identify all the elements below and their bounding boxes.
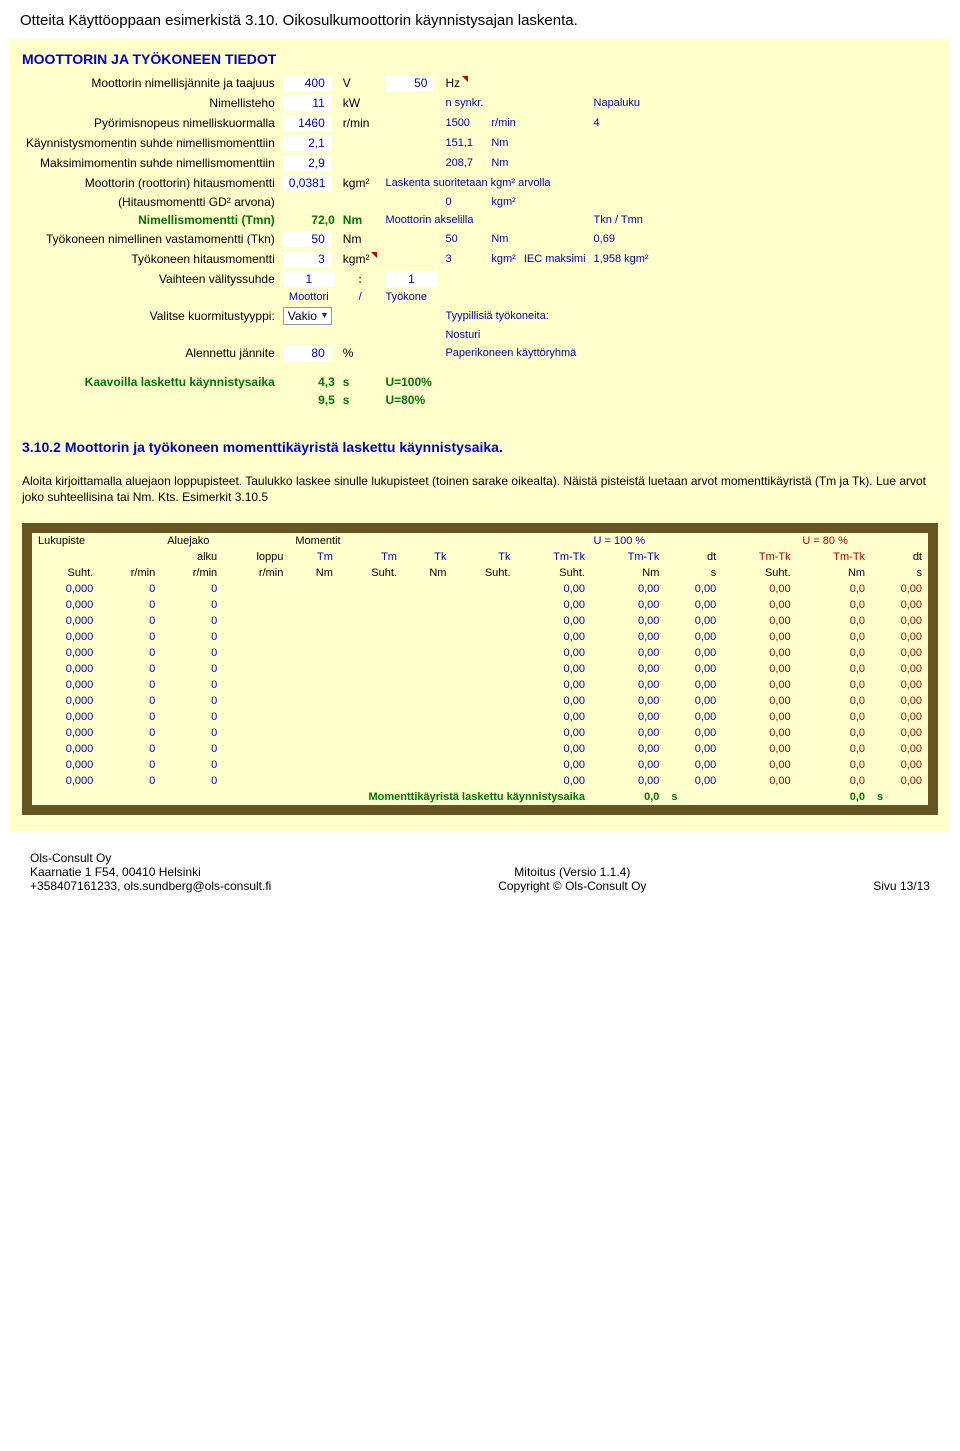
result-note: U=80% (381, 391, 487, 409)
unit: s (339, 373, 382, 391)
label: (Hitausmomentti GD² arvona) (22, 193, 279, 211)
unit: kgm² (487, 193, 519, 211)
label: Maksimimomentin suhde nimellismomenttiin (22, 153, 279, 173)
calc-value: 0 (441, 193, 487, 211)
calc-value: 4 (590, 113, 653, 133)
page-footer: Ols-Consult Oy Kaarnatie 1 F54, 00410 He… (0, 831, 960, 905)
calc-table-container: LukupisteAluejakoMomentitU = 100 %U = 80… (22, 523, 938, 815)
reduced-voltage: 80 (283, 345, 331, 361)
copyright: Copyright © Ols-Consult Oy (498, 879, 646, 893)
side-label: Napaluku (590, 93, 653, 113)
section1-title: MOOTTORIN JA TYÖKONEEN TIEDOT (22, 47, 938, 73)
label-calc: Nimellismomentti (Tmn) (22, 211, 279, 229)
unit: r/min (339, 113, 382, 133)
label: Työkoneen nimellinen vastamomentti (Tkn) (22, 229, 279, 249)
motor-data-block: MOOTTORIN JA TYÖKONEEN TIEDOT Moottorin … (10, 39, 950, 831)
side-label: n synkr. (441, 93, 487, 113)
unit: s (339, 391, 382, 409)
iec-value: 1,958 kgm² (590, 249, 653, 269)
note-marker (462, 76, 468, 82)
label: Valitse kuormitustyyppi: (22, 305, 279, 327)
calc-value: 1500 (441, 113, 487, 133)
note: Laskenta suoritetaan kgm² arvolla (381, 173, 652, 193)
unit: % (339, 343, 382, 363)
page-title: Otteita Käyttöoppaan esimerkistä 3.10. O… (0, 0, 960, 39)
footer-left: Ols-Consult Oy Kaarnatie 1 F54, 00410 He… (30, 851, 271, 893)
slash: / (339, 289, 382, 305)
unit: kW (339, 93, 382, 113)
axis-label: Työkone (381, 289, 441, 305)
company-address: Kaarnatie 1 F54, 00410 Helsinki (30, 865, 271, 879)
app-version: Mitoitus (Versio 1.1.4) (498, 865, 646, 879)
unit: Nm (487, 153, 519, 173)
result-label: Kaavoilla laskettu käynnistysaika (22, 373, 279, 391)
gear-ratio-1: 1 (283, 271, 335, 287)
power-value: 11 (283, 95, 331, 111)
footer-center: Mitoitus (Versio 1.1.4) Copyright © Ols-… (498, 851, 646, 893)
calc-value: 50 (441, 229, 487, 249)
note: Tyypillisiä työkoneita: (441, 305, 652, 327)
load-type-select[interactable]: Vakio (283, 307, 332, 325)
calc-value: 151,1 (441, 133, 487, 153)
unit: Nm (487, 133, 519, 153)
speed-value: 1460 (283, 115, 331, 131)
label: Käynnistysmomentin suhde nimellismomentt… (22, 133, 279, 153)
result-note: U=100% (381, 373, 487, 391)
calc-value: 208,7 (441, 153, 487, 173)
company-name: Ols-Consult Oy (30, 851, 271, 865)
unit: Nm (339, 229, 382, 249)
calc-table: LukupisteAluejakoMomentitU = 100 %U = 80… (32, 533, 928, 805)
ratio-value: 0,69 (590, 229, 653, 249)
note: Moottorin akselilla (381, 211, 519, 229)
freq-value: 50 (385, 75, 433, 91)
section2-title: 3.10.2 Moottorin ja työkoneen momenttikä… (22, 429, 938, 459)
note: Paperikoneen käyttöryhmä (441, 343, 652, 363)
voltage-value: 400 (283, 75, 331, 91)
note: IEC maksimi (520, 249, 590, 269)
unit: V (339, 73, 382, 93)
label: Moottorin nimellisjännite ja taajuus (22, 73, 279, 93)
load-inertia: 3 (283, 251, 331, 267)
unit: Nm (339, 211, 382, 229)
label: Nimellisteho (22, 93, 279, 113)
footer-right: Sivu 13/13 (873, 851, 930, 893)
gear-ratio-2: 1 (385, 271, 437, 287)
note: Nosturi (441, 327, 652, 343)
axis-label: Moottori (279, 289, 339, 305)
motor-params-table: Moottorin nimellisjännite ja taajuus 400… (22, 73, 653, 409)
label: Vaihteen välityssuhde (22, 269, 279, 289)
label: Alennettu jännite (22, 343, 279, 363)
page-number: Sivu 13/13 (873, 879, 930, 893)
unit: Hz (441, 73, 487, 93)
unit: kgm² (339, 249, 382, 269)
load-torque: 50 (283, 231, 331, 247)
label: Työkoneen hitausmomentti (22, 249, 279, 269)
nominal-torque: 72,0 (279, 211, 339, 229)
calc-value: 3 (441, 249, 487, 269)
start-time-100: 4,3 (279, 373, 339, 391)
max-torque-ratio: 2,9 (283, 155, 331, 171)
colon: : (339, 269, 382, 289)
unit: r/min (487, 113, 519, 133)
label: Moottorin (roottorin) hitausmomentti (22, 173, 279, 193)
rotor-inertia: 0,0381 (283, 175, 332, 191)
instructions-paragraph: Aloita kirjoittamalla aluejaon loppupist… (22, 469, 938, 515)
unit: Nm (487, 229, 519, 249)
label: Pyörimisnopeus nimelliskuormalla (22, 113, 279, 133)
unit: kgm² (339, 173, 382, 193)
start-time-80: 9,5 (279, 391, 339, 409)
ratio-label: Tkn / Tmn (590, 211, 653, 229)
company-contact: +358407161233, ols.sundberg@ols-consult.… (30, 879, 271, 893)
note-marker (371, 252, 377, 258)
unit: kgm² (487, 249, 519, 269)
start-torque-ratio: 2,1 (283, 135, 331, 151)
